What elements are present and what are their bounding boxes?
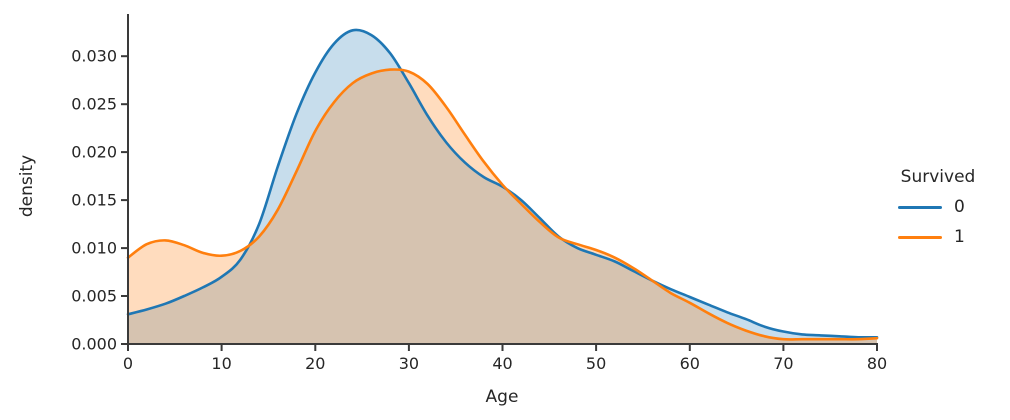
x-tick-label-50: 50 xyxy=(586,354,606,373)
x-tick-label-0: 0 xyxy=(123,354,133,373)
legend-entry-1: 1 xyxy=(886,222,990,252)
axes-spines-and-ticks xyxy=(121,14,878,351)
y-tick-label-0.010: 0.010 xyxy=(71,239,117,258)
y-tick-label-0.000: 0.000 xyxy=(71,335,117,354)
density-fill-survived-1 xyxy=(128,69,877,344)
y-tick-label-0.030: 0.030 xyxy=(71,47,117,66)
x-tick-label-60: 60 xyxy=(680,354,700,373)
x-tick-label-40: 40 xyxy=(492,354,512,373)
legend-entry-0: 0 xyxy=(886,192,990,222)
legend-label-survived-1: 1 xyxy=(954,227,965,247)
y-tick-label-0.015: 0.015 xyxy=(71,191,117,210)
density-curves xyxy=(126,28,879,341)
x-tick-label-20: 20 xyxy=(305,354,325,373)
legend-swatch-survived-0 xyxy=(898,205,942,209)
x-axis-label: Age xyxy=(486,387,519,407)
x-tick-label-80: 80 xyxy=(867,354,887,373)
legend-label-survived-0: 0 xyxy=(954,197,965,217)
y-tick-label-0.005: 0.005 xyxy=(71,287,117,306)
x-tick-label-30: 30 xyxy=(399,354,419,373)
legend-swatch-survived-1 xyxy=(898,235,942,239)
y-tick-label-0.020: 0.020 xyxy=(71,143,117,162)
x-tick-label-70: 70 xyxy=(773,354,793,373)
x-tick-label-10: 10 xyxy=(211,354,231,373)
legend-title: Survived xyxy=(900,167,976,187)
y-axis-label: density xyxy=(17,155,37,217)
y-tick-label-0.025: 0.025 xyxy=(71,95,117,114)
tick-labels: 0 10 20 30 40 50 60 70 80 0.000 0.005 0.010 0.015 0.0… xyxy=(71,47,887,373)
density-curve-survived-1 xyxy=(126,68,879,341)
